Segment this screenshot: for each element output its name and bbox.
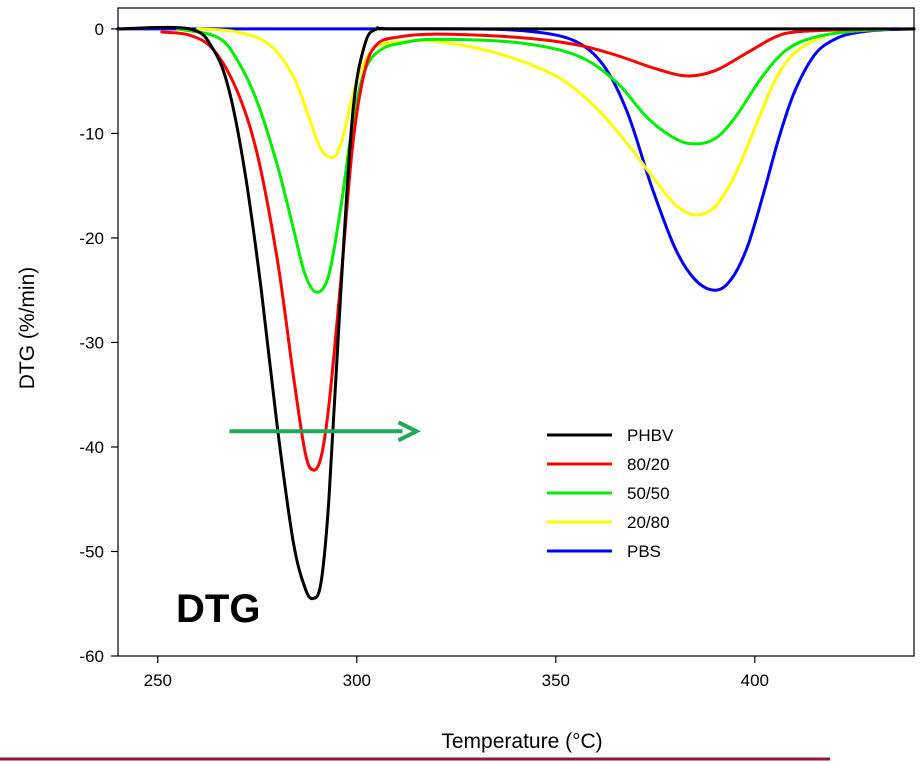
x-tick-label: 400 — [741, 671, 769, 690]
plot-area-border — [117, 7, 915, 657]
y-tick-label: -10 — [79, 124, 104, 143]
legend-label: 20/80 — [627, 513, 670, 532]
y-tick-label: -40 — [79, 438, 104, 457]
y-axis-title: DTG (%/min) — [16, 267, 39, 390]
x-tick-label: 250 — [144, 671, 172, 690]
series-line-pbs — [116, 27, 916, 292]
legend-label: 50/50 — [627, 484, 670, 503]
legend-label: 80/20 — [627, 455, 670, 474]
x-tick-label: 350 — [542, 671, 570, 690]
y-tick-label: -60 — [79, 647, 104, 666]
x-axis-title: Temperature (°C) — [441, 730, 602, 753]
series-line-phbv — [116, 25, 916, 601]
series-line-20-80 — [196, 27, 896, 217]
x-axis-ticks: 250 300 350 400 — [144, 656, 769, 690]
y-tick-label: -50 — [79, 542, 104, 561]
y-axis-ticks: 0 -10 -20 -30 -40 -50 -60 — [79, 20, 118, 666]
curves — [116, 25, 916, 601]
plot-frame — [117, 7, 915, 657]
dtg-annotation: DTG — [176, 587, 260, 631]
series-line-80-20 — [160, 27, 876, 472]
y-tick-label: -20 — [79, 229, 104, 248]
x-tick-label: 300 — [343, 671, 371, 690]
legend-label: PBS — [627, 542, 661, 561]
arrow-head — [397, 420, 421, 443]
green-arrow — [229, 420, 421, 443]
y-tick-label: -30 — [79, 333, 104, 352]
y-tick-label: 0 — [95, 20, 104, 39]
legend-label: PHBV — [627, 426, 674, 445]
series-line-50-50 — [176, 27, 896, 294]
legend: PHBV 80/20 50/50 20/80 PBS — [547, 426, 674, 561]
